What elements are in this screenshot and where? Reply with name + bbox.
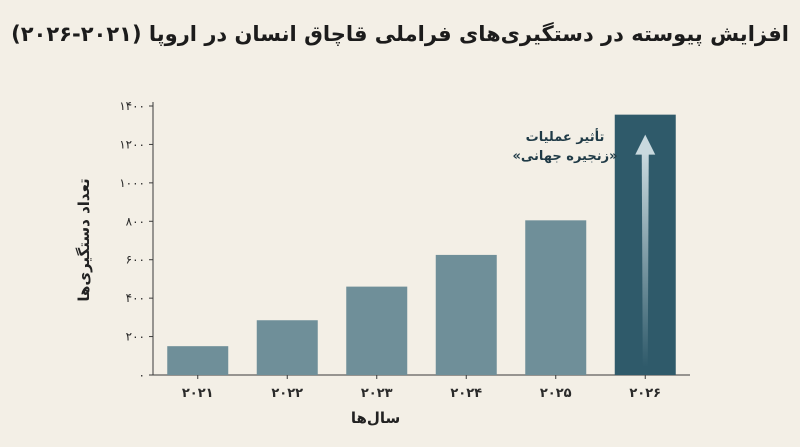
annotation-line-1: تأثیر عملیات: [525, 130, 605, 145]
y-ticks: ۰ ۲۰۰ ۴۰۰ ۶۰۰ ۸۰۰ ۱۰۰۰ ۱۲۰۰ ۱۴۰۰: [119, 99, 153, 382]
x-tick-label: ۲۰۲۳: [361, 386, 393, 401]
bar-1: [256, 320, 318, 375]
x-tick-label: ۲۰۲۶: [629, 386, 661, 401]
bar-2: [346, 286, 408, 375]
y-tick-label: ۱۲۰۰: [119, 137, 145, 151]
y-tick-label: ۲۰۰: [126, 330, 145, 344]
growth-arrow: [635, 134, 656, 367]
axes: [152, 102, 690, 376]
x-tick-label: ۲۰۲۵: [540, 386, 572, 401]
bar-3: [435, 254, 497, 375]
y-tick-label: ۸۰۰: [126, 214, 145, 228]
x-tick-label: ۲۰۲۲: [271, 386, 303, 401]
bar-4: [525, 220, 587, 375]
annotation: تأثیر عملیات «زنجیره جهانی»: [510, 128, 620, 166]
x-axis-label-text: سال‌ها: [350, 409, 401, 427]
x-ticks: ۲۰۲۱ ۲۰۲۲ ۲۰۲۳ ۲۰۲۴ ۲۰۲۵ ۲۰۲۶: [182, 375, 661, 401]
y-tick-label: ۶۰۰: [126, 253, 145, 267]
y-tick-label: ۱۴۰۰: [119, 99, 145, 113]
y-tick-label: ۱۰۰۰: [119, 176, 145, 190]
x-tick-label: ۲۰۲۱: [182, 386, 214, 401]
annotation-line-2: «زنجیره جهانی»: [512, 149, 618, 164]
growth-arrow-head: [635, 134, 656, 155]
y-tick-label: ۰: [139, 368, 145, 382]
bar-0: [167, 346, 229, 375]
growth-arrow-shaft: [641, 152, 649, 367]
x-tick-label: ۲۰۲۴: [450, 386, 482, 401]
chart-title: افزایش پیوسته در دستگیری‌های فراملی قاچا…: [11, 22, 789, 46]
y-tick-label: ۴۰۰: [126, 291, 145, 305]
